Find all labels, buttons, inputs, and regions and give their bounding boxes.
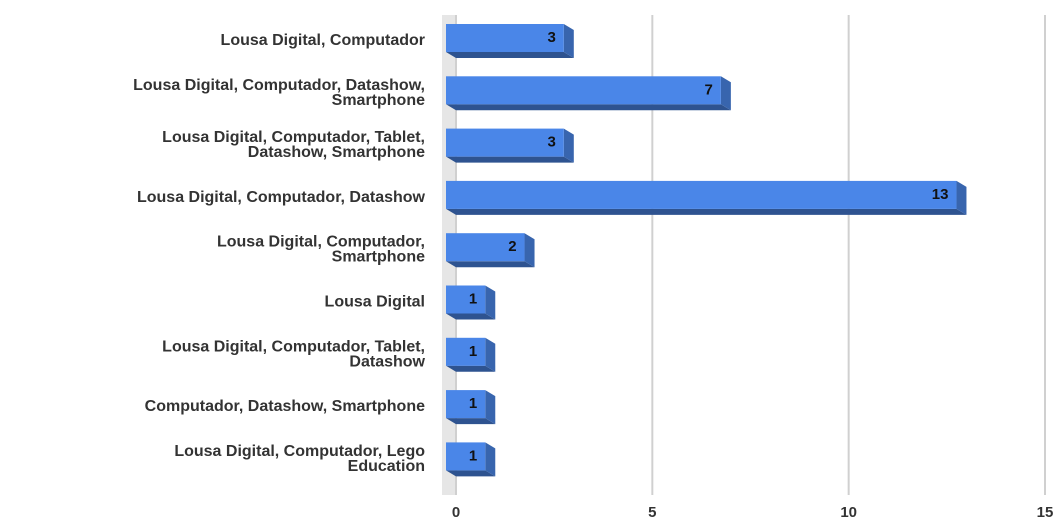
y-tick-label: Lousa Digital, Computador, Tablet, Datash… [162,129,425,161]
y-tick-label: Lousa Digital, Computador, Datashow [137,189,426,206]
value-label: 3 [547,29,555,46]
bar-front [446,285,486,314]
bar-bottom [446,313,496,320]
bar-front [446,233,525,262]
bar [446,128,574,163]
bar-bottom [446,261,535,268]
y-tick-label: Lousa Digital, Computador, Smartphone [217,234,425,266]
bar-bottom [446,365,496,372]
value-label: 2 [508,238,516,255]
bar-bottom [446,418,496,425]
bar [446,390,496,425]
value-label: 1 [469,290,477,307]
bar-front [446,390,486,419]
bar [446,337,496,372]
bar-side [563,24,574,58]
value-label: 1 [469,447,477,464]
bar [446,233,535,268]
x-tick-label: 10 [840,504,857,520]
bar [446,76,731,111]
bar-bottom [446,470,496,477]
bar-bottom [446,104,731,111]
bar-side [485,442,496,477]
bar [446,180,967,215]
bar-bottom [446,208,967,215]
y-tick-label: Lousa Digital, Computador, Datashow, Smar… [133,77,425,109]
bar-side [485,390,496,425]
value-label: 1 [469,343,477,360]
bar [446,442,496,477]
y-tick-label: Computador, Datashow, Smartphone [145,398,425,415]
x-tick-label: 5 [648,504,656,520]
bar-bottom [446,52,574,58]
bar-front [446,180,957,209]
bar-side [563,128,574,163]
bar-front [446,76,721,105]
bar-side [524,233,535,268]
value-label: 1 [469,395,477,412]
bar-side [485,337,496,372]
bar-bottom [446,156,574,163]
value-label: 13 [932,186,949,203]
bar-front [446,442,486,471]
bar-side [720,76,731,111]
bar-front [446,337,486,366]
bar-side [485,285,496,320]
y-tick-label: Lousa Digital [325,294,425,311]
bar [446,24,574,58]
bar-side [956,180,967,215]
value-label: 7 [705,81,713,98]
x-tick-label: 15 [1037,504,1054,520]
bar-front [446,128,564,157]
y-tick-label: Lousa Digital, Computador [221,32,425,49]
value-label: 3 [547,134,555,151]
x-tick-label: 0 [452,504,460,520]
y-tick-label: Lousa Digital, Computador, Lego Education [174,443,425,475]
bar-front [446,24,564,52]
bar [446,285,496,320]
y-tick-label: Lousa Digital, Computador, Tablet, Datash… [162,339,425,371]
